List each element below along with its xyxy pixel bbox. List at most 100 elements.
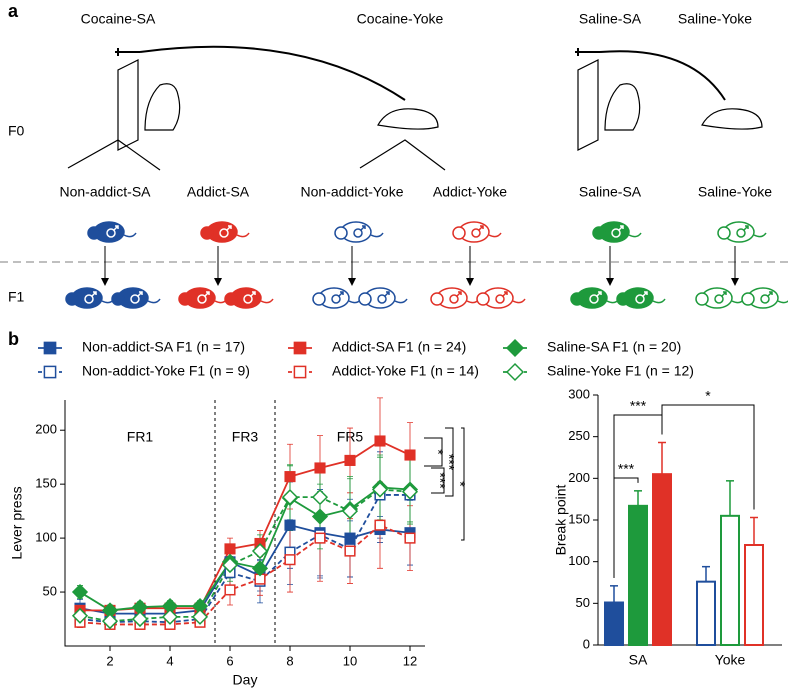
mouse-tail <box>236 232 250 238</box>
marker <box>401 483 419 500</box>
mouse-head <box>592 226 606 240</box>
male-symbol <box>449 294 459 304</box>
x-tick-label: 8 <box>286 653 293 668</box>
male-symbol <box>219 228 229 238</box>
marker <box>293 365 307 379</box>
significance-bracket <box>431 467 445 494</box>
mouse-icon <box>592 221 642 243</box>
bar <box>744 544 764 646</box>
y-axis-label: Lever press <box>9 486 25 559</box>
mouse-icon <box>430 287 480 309</box>
marker <box>224 584 236 596</box>
x-tick-label: 2 <box>106 653 113 668</box>
y-tick-label: 150 <box>35 476 57 491</box>
significance-label: * <box>705 388 711 404</box>
mouse-tail <box>628 232 642 238</box>
legend-label: Saline-SA F1 (n = 20) <box>547 339 681 355</box>
group-label: Saline-Yoke <box>698 184 772 200</box>
mouse-icon <box>200 221 250 243</box>
male-symbol <box>495 294 505 304</box>
marker <box>505 338 525 358</box>
male-symbol-arrow <box>360 225 366 231</box>
arrow-head <box>214 278 222 286</box>
significance-label: *** <box>618 461 635 477</box>
mouse-head <box>616 292 630 306</box>
y-axis-label: Break point <box>553 484 569 555</box>
marker <box>43 341 57 355</box>
marker <box>311 508 329 525</box>
group-label: Saline-Yoke <box>678 11 752 27</box>
male-symbol-arrow <box>743 225 749 231</box>
mouse-head <box>111 292 125 306</box>
x-tick-label: 6 <box>226 653 233 668</box>
legend-label: Non-addict-Yoke F1 (n = 9) <box>82 363 250 379</box>
y-tick-label: 100 <box>568 553 590 568</box>
significance-bracket <box>661 404 755 510</box>
mouse-tail <box>488 232 502 238</box>
x-tick-label: 4 <box>166 653 173 668</box>
diagram-lines <box>0 45 788 263</box>
x-tick-label: Yoke <box>715 652 746 668</box>
marker <box>404 532 416 544</box>
y-tick-label: 50 <box>43 583 57 598</box>
mouse-icon <box>570 287 620 309</box>
male-symbol-arrow <box>502 291 508 297</box>
y-tick-label: 50 <box>576 595 590 610</box>
marker <box>284 519 296 531</box>
x-axis-label: Day <box>233 672 258 688</box>
mouse-icon <box>741 287 788 309</box>
mouse-tail <box>777 300 788 304</box>
mouse-icon <box>111 287 161 309</box>
mouse-head <box>87 226 101 240</box>
bar <box>604 601 624 646</box>
significance-label: *** <box>432 472 448 489</box>
marker <box>281 489 299 506</box>
group-label: Cocaine-SA <box>81 11 156 27</box>
mouse-icon <box>224 287 274 309</box>
mouse-icon <box>178 287 228 309</box>
male-symbol <box>130 294 140 304</box>
arrow-head <box>348 278 356 286</box>
male-symbol-arrow <box>384 291 390 297</box>
arrow-head <box>101 278 109 286</box>
generation-label: F0 <box>8 123 25 139</box>
male-symbol-arrow <box>91 291 97 297</box>
marker <box>371 481 389 498</box>
phase-label: FR3 <box>232 429 259 445</box>
x-tick-label: 12 <box>403 653 417 668</box>
marker <box>251 542 269 560</box>
legend-label: Addict-Yoke F1 (n = 14) <box>332 363 479 379</box>
male-symbol <box>377 294 387 304</box>
marker <box>251 560 269 577</box>
series-line <box>79 486 411 612</box>
marker <box>344 545 356 557</box>
male-symbol-arrow <box>456 291 462 297</box>
mouse-head <box>65 292 79 306</box>
group-label: Saline-SA <box>579 11 642 27</box>
male-symbol-arrow <box>204 291 210 297</box>
y-tick-label: 100 <box>35 530 57 545</box>
male-symbol <box>714 294 724 304</box>
series-line <box>79 524 411 615</box>
bar <box>696 580 716 647</box>
male-symbol-arrow <box>721 291 727 297</box>
marker <box>311 489 329 506</box>
mouse-head <box>224 292 238 306</box>
generation-label: F1 <box>8 289 25 305</box>
mouse-head <box>741 292 755 306</box>
significance-bracket <box>445 427 454 497</box>
marker <box>43 365 57 379</box>
mouse-icon <box>87 221 137 243</box>
mouse-icon <box>476 287 526 309</box>
marker <box>314 462 326 474</box>
marker <box>161 608 179 625</box>
marker <box>344 454 356 466</box>
marker <box>374 519 386 531</box>
mouse-tail <box>753 232 767 238</box>
male-symbol-arrow <box>338 291 344 297</box>
male-symbol-arrow <box>767 291 773 297</box>
marker <box>191 608 209 625</box>
y-tick-label: 150 <box>568 511 590 526</box>
mouse-head <box>717 226 731 240</box>
